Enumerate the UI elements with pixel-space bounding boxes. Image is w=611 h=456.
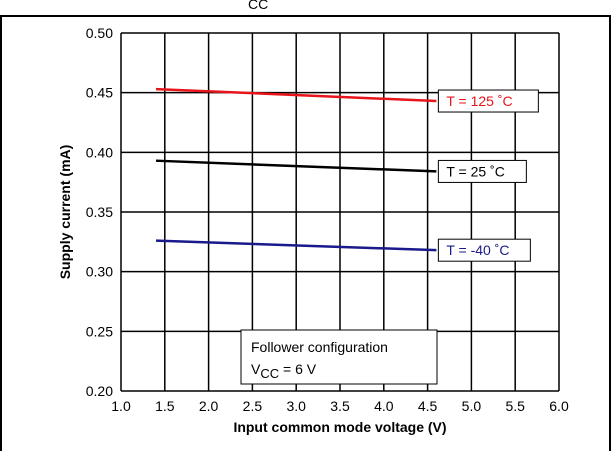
x-tick-label-2: 2.0 xyxy=(199,398,219,414)
x-tick-label-6: 4.0 xyxy=(374,398,394,414)
series-line-1 xyxy=(155,159,437,173)
header-fragment: CC xyxy=(248,0,268,12)
x-axis-label: Input common mode voltage (V) xyxy=(233,419,446,435)
y-tick-label-6: 0.50 xyxy=(86,25,113,41)
x-tick-label-7: 4.5 xyxy=(418,398,438,414)
series-label-box-1 xyxy=(437,159,527,183)
x-tick-label-1: 1.5 xyxy=(155,398,175,414)
configuration-note: Follower configuration VCC = 6 V xyxy=(240,329,438,385)
tick-labels: 1.0 1.5 2.0 2.5 3.0 3.5 4.0 4.5 5.0 5.5 6.0 0.20 0.2… xyxy=(86,25,569,414)
series-line-2 xyxy=(155,239,437,252)
vcc-value: = 6 V xyxy=(279,361,317,377)
configuration-note-box xyxy=(240,329,438,385)
vcc-subscript: CC xyxy=(260,366,279,381)
series-lines: T = 125 ˚C T = 25 ˚C T = -40 ˚C xyxy=(155,87,539,262)
series-label-box-2 xyxy=(437,238,531,262)
series-label-text-2: T = -40 ˚C xyxy=(446,242,509,258)
y-tick-label-1: 0.25 xyxy=(86,323,113,339)
x-tick-label-5: 3.5 xyxy=(330,398,350,414)
x-tick-label-4: 3.0 xyxy=(286,398,306,414)
series-label-2: T = -40 ˚C xyxy=(437,238,531,262)
y-tick-label-3: 0.35 xyxy=(86,204,113,220)
series-line-0 xyxy=(155,87,437,103)
series-label-box-0 xyxy=(437,89,539,113)
series-label-1: T = 25 ˚C xyxy=(437,159,527,183)
y-tick-label-4: 0.40 xyxy=(86,144,113,160)
x-tick-label-9: 5.5 xyxy=(505,398,525,414)
series-label-0: T = 125 ˚C xyxy=(437,89,539,113)
series-label-text-1: T = 25 ˚C xyxy=(446,163,505,179)
configuration-note-line1: Follower configuration xyxy=(251,339,388,355)
x-tick-label-8: 5.0 xyxy=(462,398,482,414)
y-tick-label-2: 0.30 xyxy=(86,264,113,280)
vcc-symbol: V xyxy=(251,361,261,377)
x-tick-label-3: 2.5 xyxy=(243,398,263,414)
x-tick-label-10: 6.0 xyxy=(549,398,569,414)
y-tick-label-5: 0.45 xyxy=(86,85,113,101)
x-tick-label-0: 1.0 xyxy=(111,398,131,414)
configuration-note-line2: VCC = 6 V xyxy=(251,361,317,381)
y-tick-label-0: 0.20 xyxy=(86,383,113,399)
series-label-text-0: T = 125 ˚C xyxy=(446,93,512,109)
y-axis-label: Supply current (mA) xyxy=(57,145,73,280)
